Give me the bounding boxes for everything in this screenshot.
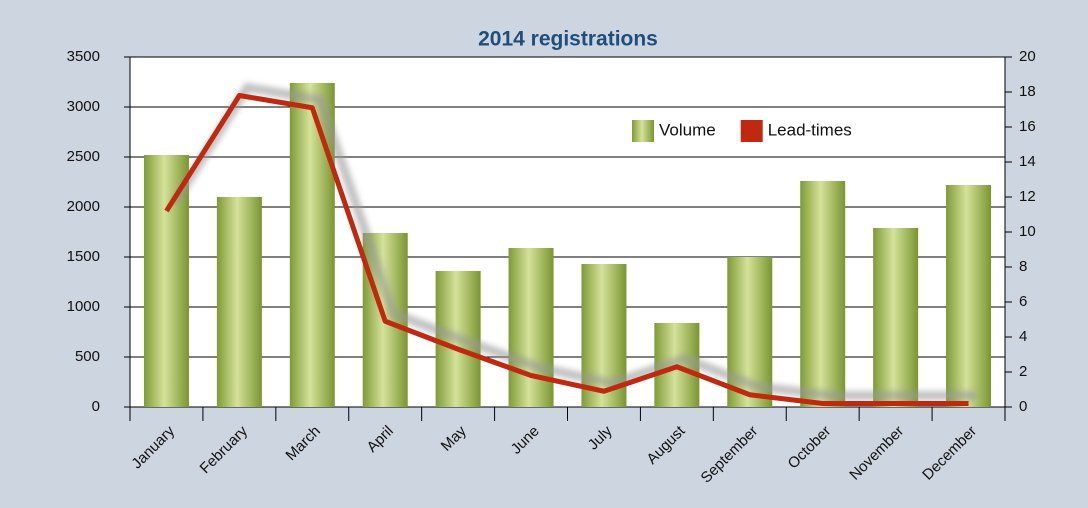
y2-tick-label: 14 <box>1019 153 1036 170</box>
line <box>164 93 969 406</box>
bar <box>289 83 335 407</box>
legend-swatch <box>632 120 654 142</box>
y2-tick-label: 16 <box>1019 118 1036 135</box>
bar <box>946 185 992 407</box>
y2-tick-label: 10 <box>1019 223 1036 240</box>
y2-tick-label: 6 <box>1019 293 1027 310</box>
plot-area <box>130 57 1005 407</box>
y-tick-label: 1000 <box>67 298 100 315</box>
y2-tick-label: 20 <box>1019 48 1036 65</box>
y2-tick-label: 4 <box>1019 328 1027 345</box>
line-shadow <box>170 82 977 400</box>
y2-tick-label: 8 <box>1019 258 1027 275</box>
y-tick-label: 2500 <box>67 148 100 165</box>
legend-label: Volume <box>659 120 716 139</box>
y2-tick-label: 12 <box>1019 188 1036 205</box>
y2-tick-label: 0 <box>1019 398 1027 415</box>
y-tick-label: 3000 <box>67 98 100 115</box>
bar <box>216 197 262 407</box>
y-tick-label: 1500 <box>67 248 100 265</box>
bar <box>800 181 846 407</box>
y-tick-label: 0 <box>92 398 100 415</box>
y-tick-label: 2000 <box>67 198 100 215</box>
y2-tick-label: 2 <box>1019 363 1027 380</box>
legend-label: Lead-times <box>768 120 852 139</box>
bar <box>873 228 919 407</box>
bar <box>508 248 554 407</box>
legend-swatch <box>740 120 763 142</box>
y-tick-label: 500 <box>75 348 100 365</box>
chart-title: 2014 registrations <box>478 28 658 51</box>
y2-tick-label: 18 <box>1019 83 1036 100</box>
y-tick-label: 3500 <box>67 48 100 65</box>
